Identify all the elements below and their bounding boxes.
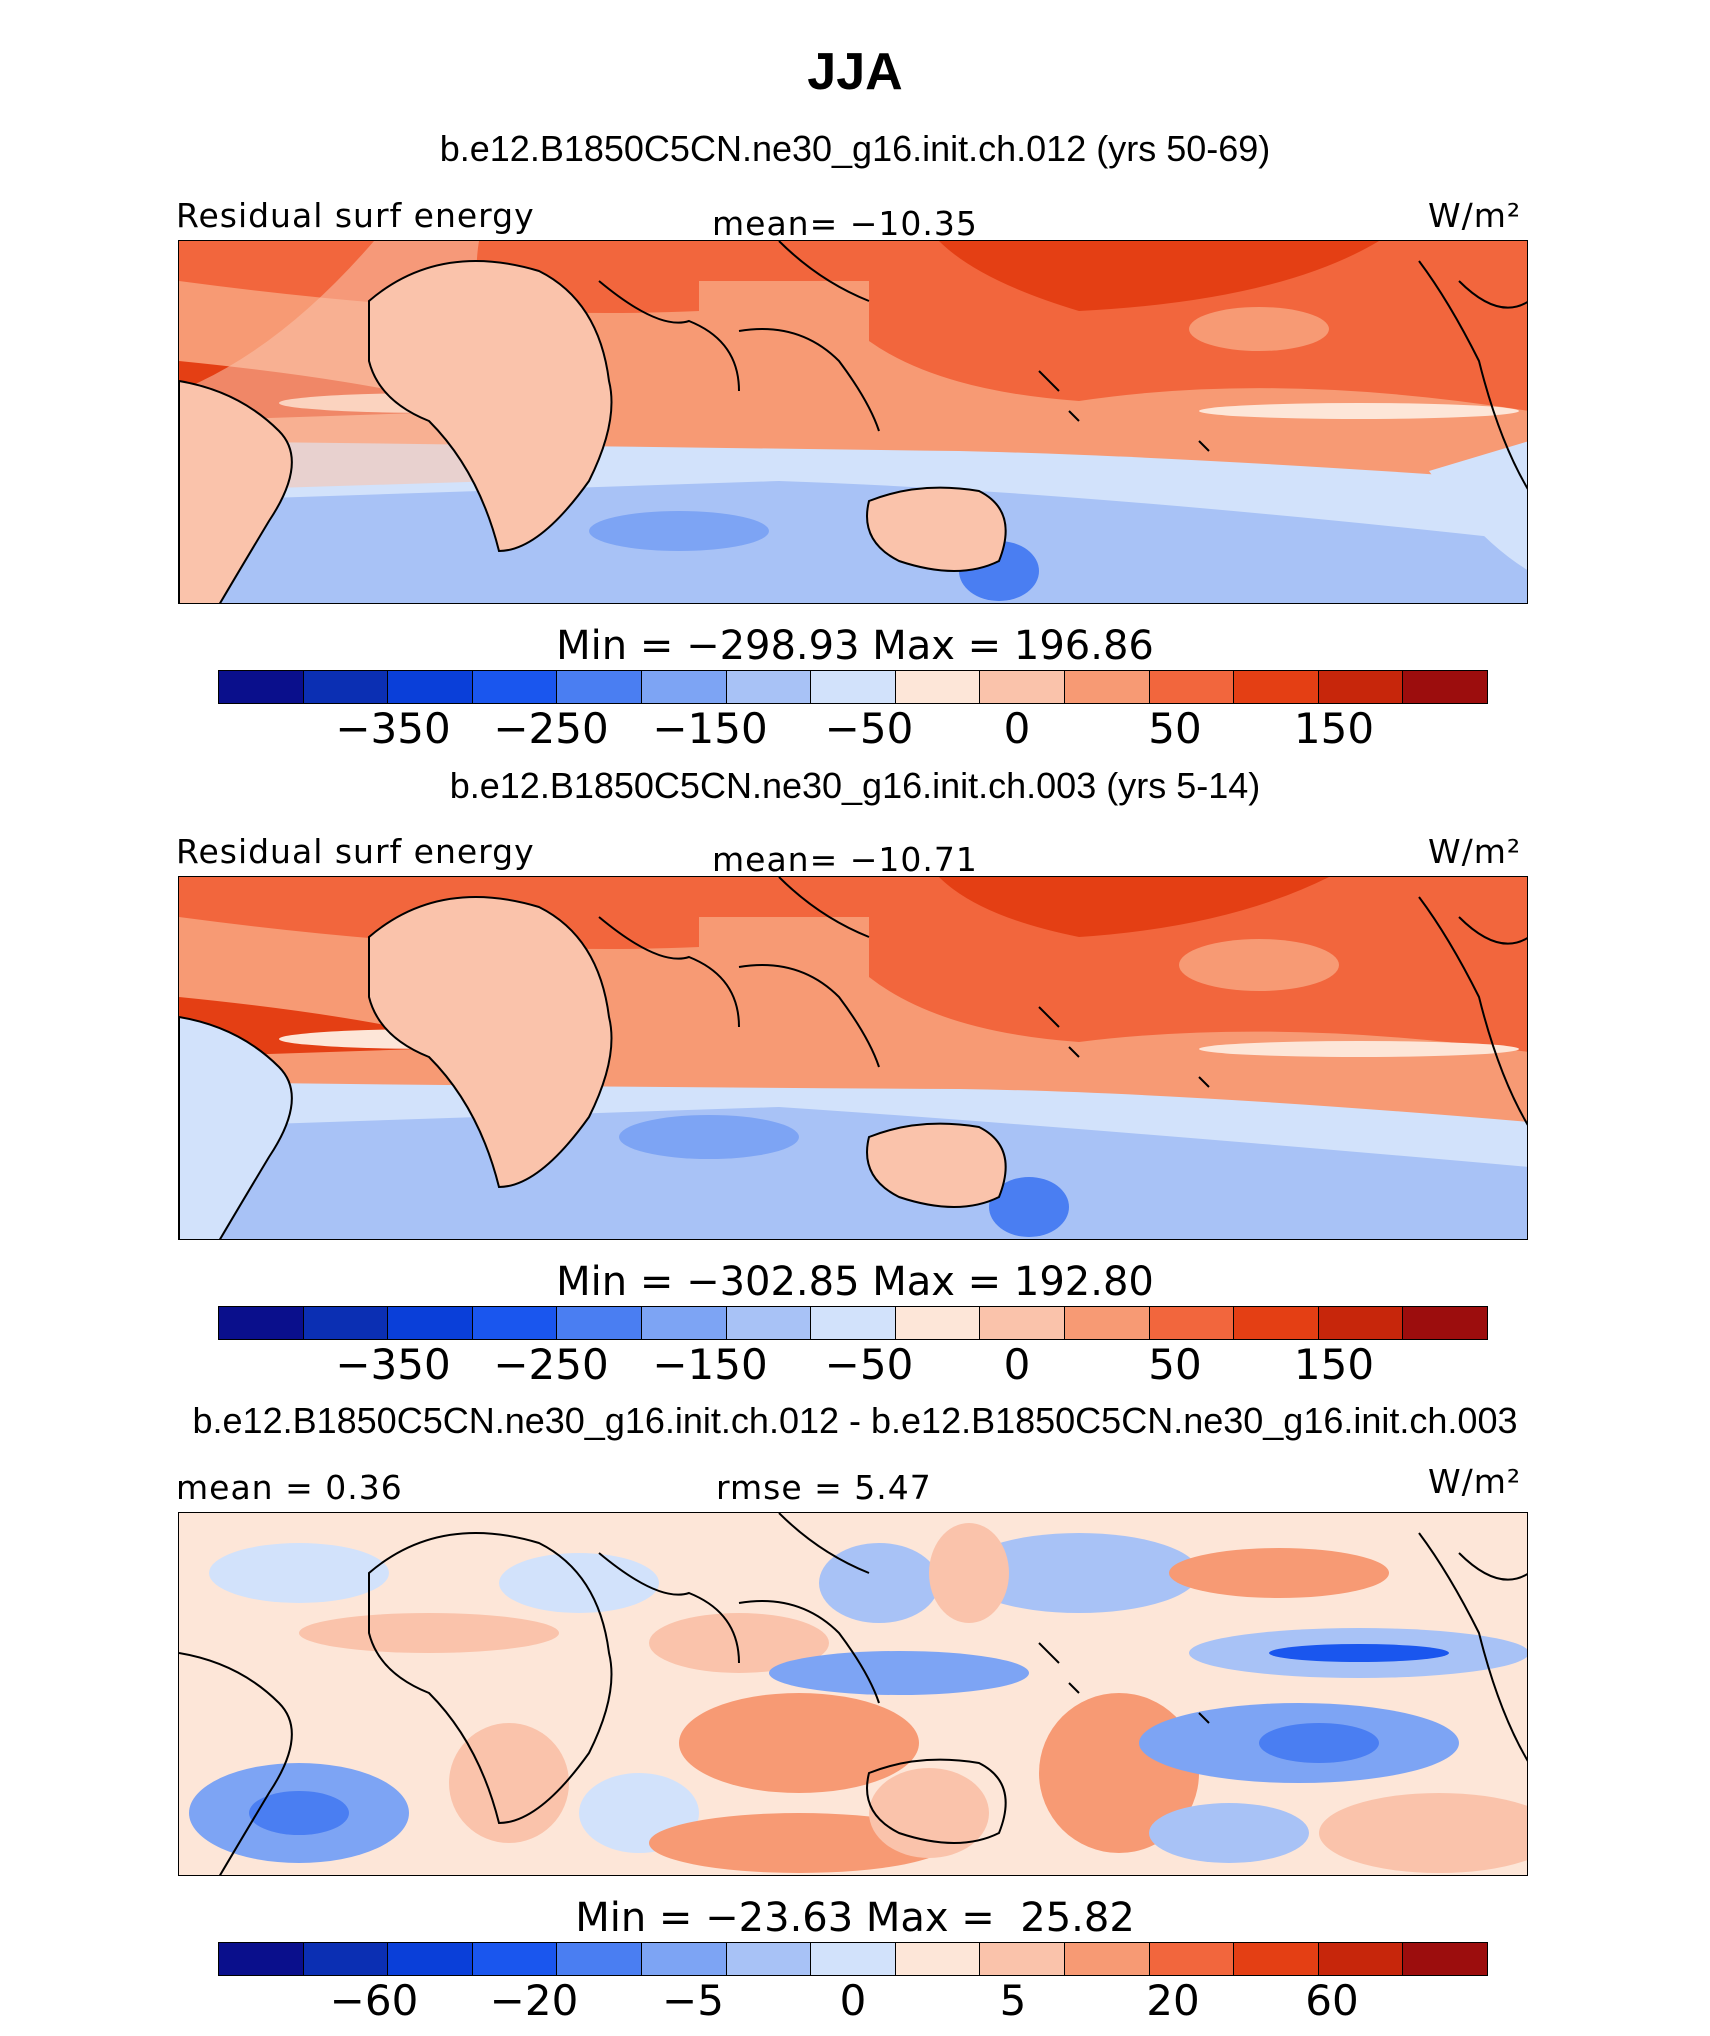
colorbar-box <box>557 1943 642 1975</box>
colorbar-box <box>726 671 812 703</box>
colorbar-box <box>472 1943 558 1975</box>
colorbar-box <box>980 1307 1065 1339</box>
panel3-mean-label: mean = 0.36 <box>176 1468 403 1507</box>
panel2-left-label: Residual surf energy <box>176 832 535 871</box>
panel2-tick: −250 <box>493 1340 609 1389</box>
panel1-mean-label: mean= −10.35 <box>712 204 978 243</box>
colorbar-box <box>388 671 473 703</box>
colorbar-box <box>1234 1943 1319 1975</box>
panel1-units: W/m² <box>1428 196 1522 235</box>
colorbar-box <box>1403 1943 1487 1975</box>
colorbar-box <box>388 1943 473 1975</box>
panel1-tick: −150 <box>652 704 768 753</box>
colorbar-box <box>1149 1307 1235 1339</box>
colorbar-box <box>472 1307 558 1339</box>
colorbar-box <box>811 1307 896 1339</box>
panel1-colorbar-ticks: −350 −250 −150 −50 0 50 150 <box>218 704 1488 753</box>
panel1-tick: −50 <box>824 704 914 753</box>
colorbar-box <box>895 671 981 703</box>
colorbar-box <box>726 1943 812 1975</box>
panel2-tick: −150 <box>652 1340 768 1389</box>
colorbar-box <box>303 1943 389 1975</box>
panel2-tick: 0 <box>1003 1340 1031 1389</box>
panel1-min-max: Min = −298.93 Max = 196.86 <box>556 623 1154 669</box>
colorbar-box <box>1234 671 1319 703</box>
panel1-case-title: b.e12.B1850C5CN.ne30_g16.init.ch.012 (yr… <box>439 128 1271 169</box>
colorbar-box <box>472 671 558 703</box>
panel3-tick: 20 <box>1146 1976 1200 2025</box>
panel1-tick: −250 <box>493 704 609 753</box>
colorbar-box <box>641 1943 727 1975</box>
panel3-map <box>178 1512 1528 1876</box>
colorbar-box <box>388 1307 473 1339</box>
colorbar-box <box>641 671 727 703</box>
colorbar-box <box>895 1307 981 1339</box>
panel3-units: W/m² <box>1428 1462 1522 1501</box>
panel3-min-max: Min = −23.63 Max = 25.82 <box>575 1895 1135 1941</box>
colorbar-box <box>557 671 642 703</box>
panel3-rmse-label: rmse = 5.47 <box>716 1468 932 1507</box>
panel2-mean-label: mean= −10.71 <box>712 840 978 879</box>
panel3-tick: 5 <box>999 1976 1027 2025</box>
colorbar-box <box>726 1307 812 1339</box>
colorbar-box <box>1064 671 1150 703</box>
colorbar-box <box>980 1943 1065 1975</box>
colorbar-box <box>1403 1307 1487 1339</box>
colorbar-box <box>895 1943 981 1975</box>
colorbar-box <box>1318 671 1404 703</box>
panel3-tick: −60 <box>329 1976 419 2025</box>
colorbar-box <box>1149 1943 1235 1975</box>
colorbar-box <box>219 671 304 703</box>
panel2-map <box>178 876 1528 1240</box>
panel2-tick: 150 <box>1293 1340 1375 1389</box>
colorbar-box <box>1234 1307 1319 1339</box>
colorbar-box <box>1064 1943 1150 1975</box>
colorbar-box <box>980 671 1065 703</box>
colorbar-box <box>557 1307 642 1339</box>
main-title: JJA <box>807 43 903 101</box>
panel1-tick: 150 <box>1293 704 1375 753</box>
colorbar-box <box>811 1943 896 1975</box>
panel2-min-max: Min = −302.85 Max = 192.80 <box>556 1259 1154 1305</box>
panel2-tick: 50 <box>1148 1340 1202 1389</box>
panel2-case-title: b.e12.B1850C5CN.ne30_g16.init.ch.003 (yr… <box>449 765 1261 806</box>
panel1-colorbar <box>218 670 1488 704</box>
colorbar-box <box>303 1307 389 1339</box>
panel3-tick: −5 <box>662 1976 724 2025</box>
panel1-map <box>178 240 1528 604</box>
panel2-colorbar-ticks: −350 −250 −150 −50 0 50 150 <box>218 1340 1488 1389</box>
colorbar-box <box>641 1307 727 1339</box>
panel3-tick: −20 <box>489 1976 579 2025</box>
panel1-left-label: Residual surf energy <box>176 196 535 235</box>
panel3-case-title: b.e12.B1850C5CN.ne30_g16.init.ch.012 - b… <box>192 1400 1518 1441</box>
colorbar-box <box>219 1307 304 1339</box>
panel2-units: W/m² <box>1428 832 1522 871</box>
panel3-colorbar-ticks: −60 −20 −5 0 5 20 60 <box>218 1976 1488 2025</box>
panel3-tick: 0 <box>839 1976 867 2025</box>
panel2-tick: −350 <box>335 1340 451 1389</box>
colorbar-box <box>219 1943 304 1975</box>
panel1-tick: −350 <box>335 704 451 753</box>
panel3-tick: 60 <box>1305 1976 1359 2025</box>
colorbar-box <box>1318 1943 1404 1975</box>
panel1-tick: 50 <box>1148 704 1202 753</box>
colorbar-box <box>303 671 389 703</box>
colorbar-box <box>1403 671 1487 703</box>
colorbar-box <box>811 671 896 703</box>
colorbar-box <box>1149 671 1235 703</box>
panel2-colorbar <box>218 1306 1488 1340</box>
panel3-colorbar <box>218 1942 1488 1976</box>
colorbar-box <box>1064 1307 1150 1339</box>
panel1-tick: 0 <box>1003 704 1031 753</box>
panel2-tick: −50 <box>824 1340 914 1389</box>
colorbar-box <box>1318 1307 1404 1339</box>
